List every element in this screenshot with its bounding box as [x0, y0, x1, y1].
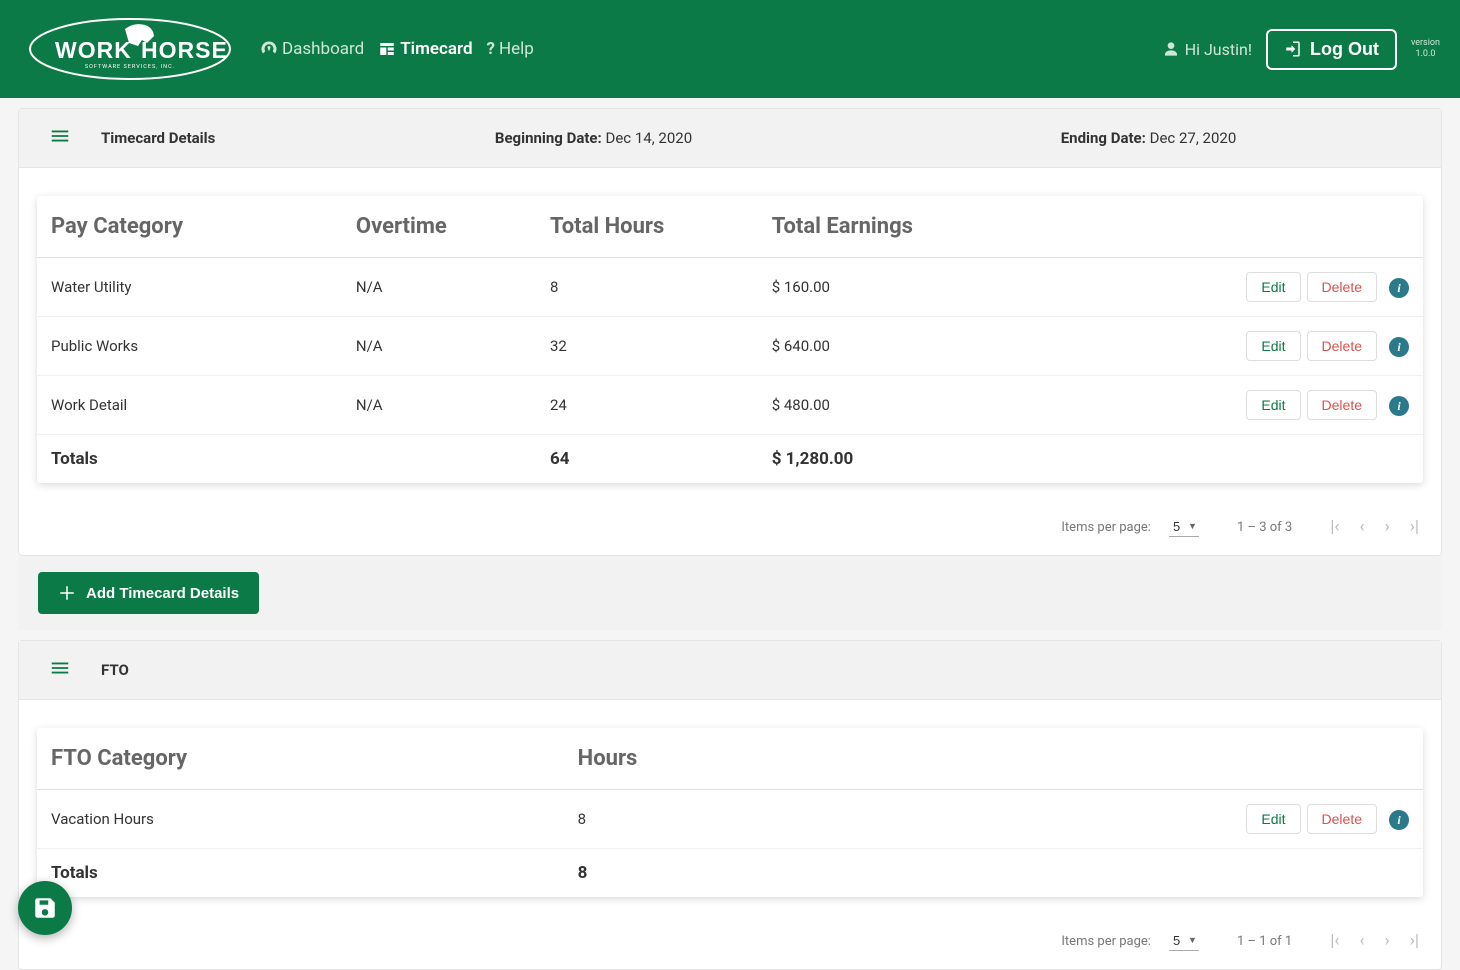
- svg-text:HORSE: HORSE: [141, 37, 228, 63]
- cell-category: Work Detail: [37, 376, 342, 435]
- menu-icon[interactable]: [49, 125, 71, 151]
- totals-row: Totals64$ 1,280.00: [37, 435, 1423, 484]
- table-row: Work DetailN/A24$ 480.00 EditDeletei: [37, 376, 1423, 435]
- ipp-label: Items per page:: [1061, 520, 1151, 535]
- nav-help[interactable]: ? Help: [487, 39, 534, 59]
- nav-timecard-label: Timecard: [400, 39, 472, 59]
- cell-hours: 24: [536, 376, 758, 435]
- cell-hours: 32: [536, 317, 758, 376]
- edit-button[interactable]: Edit: [1246, 331, 1300, 361]
- totals-row: Totals8: [37, 849, 1423, 898]
- nav-dashboard[interactable]: Dashboard: [260, 39, 364, 59]
- table-row: Vacation Hours8 EditDeletei: [37, 790, 1423, 849]
- page-last[interactable]: ›|: [1410, 517, 1419, 537]
- edit-button[interactable]: Edit: [1246, 804, 1300, 834]
- add-timecard-button[interactable]: Add Timecard Details: [38, 572, 259, 614]
- fto-paginator: Items per page: 5 1 – 1 of 1 |‹ ‹ › ›|: [19, 925, 1441, 969]
- cell-category: Public Works: [37, 317, 342, 376]
- edit-button[interactable]: Edit: [1246, 272, 1300, 302]
- cell-overtime: N/A: [342, 258, 536, 317]
- page-first[interactable]: |‹: [1330, 517, 1339, 537]
- nav-dashboard-label: Dashboard: [282, 39, 364, 59]
- dashboard-icon: [260, 40, 278, 58]
- beginning-date: Beginning Date: Dec 14, 2020: [331, 129, 856, 147]
- cell-earnings: $ 160.00: [758, 258, 1063, 317]
- delete-button[interactable]: Delete: [1307, 272, 1377, 302]
- page-prev[interactable]: ‹: [1360, 517, 1365, 537]
- table-row: Public WorksN/A32$ 640.00 EditDeletei: [37, 317, 1423, 376]
- edit-button[interactable]: Edit: [1246, 390, 1300, 420]
- timecard-panel: Timecard Details Beginning Date: Dec 14,…: [18, 108, 1442, 556]
- timecard-panel-header: Timecard Details Beginning Date: Dec 14,…: [19, 109, 1441, 168]
- logo: WORK HORSE SOFTWARE SERVICES, INC.: [20, 14, 240, 84]
- cell-category: Water Utility: [37, 258, 342, 317]
- ipp-select[interactable]: 5: [1169, 931, 1199, 951]
- cell-earnings: $ 640.00: [758, 317, 1063, 376]
- fto-panel: FTO FTO Category Hours Vacation Hours8 Ed…: [18, 640, 1442, 970]
- page-next[interactable]: ›: [1385, 931, 1390, 951]
- info-icon[interactable]: i: [1389, 396, 1409, 416]
- timecard-paginator: Items per page: 5 1 – 3 of 3 |‹ ‹ › ›|: [19, 511, 1441, 555]
- svg-text:WORK: WORK: [55, 37, 132, 63]
- user-icon: [1163, 41, 1179, 57]
- ipp-label: Items per page:: [1061, 934, 1151, 949]
- page-prev[interactable]: ‹: [1360, 931, 1365, 951]
- timecard-table: Pay Category Overtime Total Hours Total …: [37, 196, 1423, 483]
- cell-overtime: N/A: [342, 317, 536, 376]
- timecard-icon: [378, 40, 396, 58]
- th-total-earnings: Total Earnings: [758, 196, 1063, 258]
- page-range: 1 – 1 of 1: [1237, 934, 1292, 949]
- page-last[interactable]: ›|: [1410, 931, 1419, 951]
- fto-table: FTO Category Hours Vacation Hours8 EditDe…: [37, 728, 1423, 897]
- cell-overtime: N/A: [342, 376, 536, 435]
- save-fab[interactable]: [18, 881, 72, 935]
- user-greeting-text: Hi Justin!: [1185, 40, 1252, 59]
- ending-date: Ending Date: Dec 27, 2020: [886, 129, 1411, 147]
- cell-hours: 8: [564, 790, 813, 849]
- info-icon[interactable]: i: [1389, 278, 1409, 298]
- fto-panel-header: FTO: [19, 641, 1441, 700]
- cell-category: Vacation Hours: [37, 790, 564, 849]
- delete-button[interactable]: Delete: [1307, 331, 1377, 361]
- th-total-hours: Total Hours: [536, 196, 758, 258]
- svg-text:SOFTWARE SERVICES, INC.: SOFTWARE SERVICES, INC.: [85, 64, 175, 70]
- nav-help-label: Help: [499, 39, 534, 59]
- page-range: 1 – 3 of 3: [1237, 520, 1292, 535]
- th-pay-category: Pay Category: [37, 196, 342, 258]
- menu-icon[interactable]: [49, 657, 71, 683]
- table-row: Water UtilityN/A8$ 160.00 EditDeletei: [37, 258, 1423, 317]
- help-icon: ?: [487, 39, 495, 59]
- plus-icon: [58, 584, 76, 602]
- logout-icon: [1284, 40, 1302, 58]
- logout-button[interactable]: Log Out: [1266, 29, 1397, 70]
- nav-timecard[interactable]: Timecard: [378, 39, 472, 59]
- page-first[interactable]: |‹: [1330, 931, 1339, 951]
- add-timecard-label: Add Timecard Details: [86, 585, 239, 602]
- delete-button[interactable]: Delete: [1307, 390, 1377, 420]
- panel-title: Timecard Details: [101, 129, 301, 147]
- th-fto-category: FTO Category: [37, 728, 564, 790]
- add-row: Add Timecard Details: [18, 556, 1442, 630]
- ipp-select[interactable]: 5: [1169, 517, 1199, 537]
- panel-title: FTO: [101, 661, 301, 679]
- delete-button[interactable]: Delete: [1307, 804, 1377, 834]
- cell-hours: 8: [536, 258, 758, 317]
- user-greeting: Hi Justin!: [1163, 40, 1252, 59]
- save-icon: [32, 895, 58, 921]
- version: version 1.0.0: [1411, 38, 1440, 60]
- info-icon[interactable]: i: [1389, 810, 1409, 830]
- page-next[interactable]: ›: [1385, 517, 1390, 537]
- topbar: WORK HORSE SOFTWARE SERVICES, INC. Dashb…: [0, 0, 1460, 98]
- th-overtime: Overtime: [342, 196, 536, 258]
- logout-label: Log Out: [1310, 39, 1379, 60]
- cell-earnings: $ 480.00: [758, 376, 1063, 435]
- info-icon[interactable]: i: [1389, 337, 1409, 357]
- th-fto-hours: Hours: [564, 728, 813, 790]
- nav: Dashboard Timecard ? Help: [260, 39, 534, 59]
